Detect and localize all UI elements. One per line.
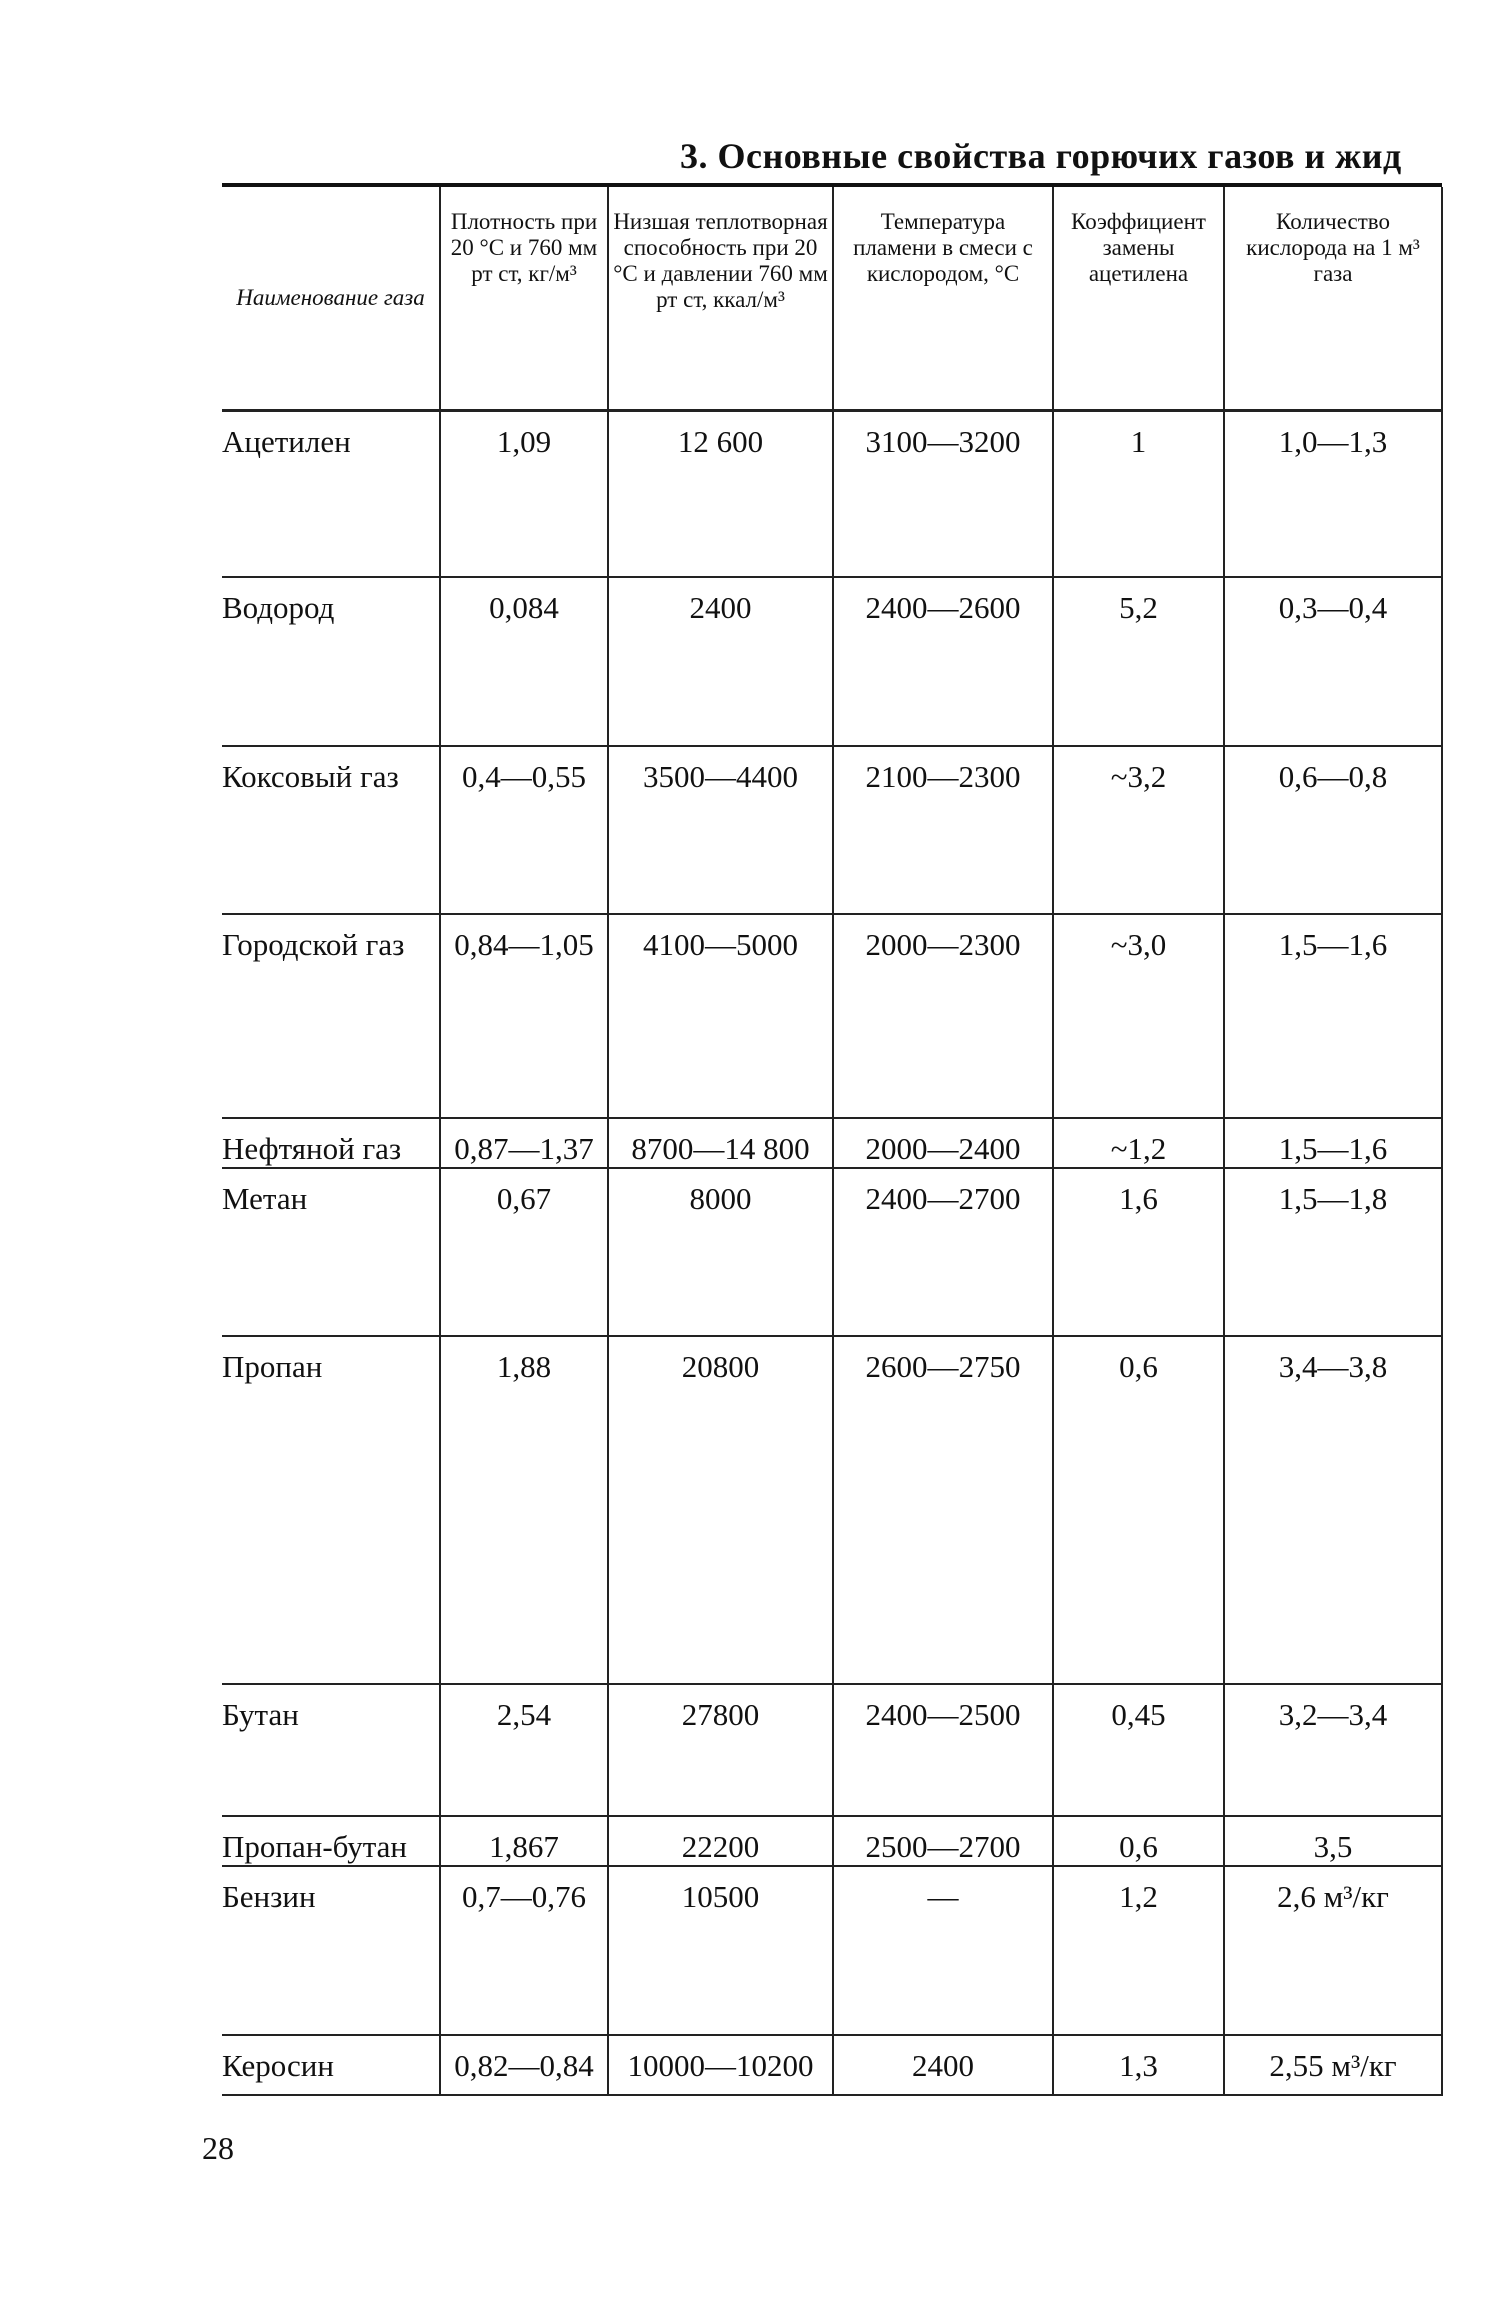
cell-name: Коксовый газ [222, 746, 440, 915]
cell-oxygen: 3,4—3,8 [1223, 1336, 1443, 1685]
header-oxygen: Количество кислорода на 1 м³ газа [1223, 187, 1443, 412]
top-rule [222, 183, 1442, 187]
cell-coef: 1,2 [1052, 1866, 1224, 2036]
cell-coef: 1,3 [1052, 2035, 1224, 2096]
cell-oxygen: 3,2—3,4 [1223, 1684, 1443, 1817]
cell-density: 0,4—0,55 [439, 746, 608, 915]
table-row: Бензин 0,7—0,76 10500—1,2 2,6 м³/кг [222, 1866, 1443, 2036]
cell-oxygen: 2,6 м³/кг [1223, 1866, 1443, 2036]
header-density: Плотность при 20 °C и 760 мм рт ст, кг/м… [439, 187, 608, 412]
cell-heat: 2400 [607, 577, 833, 747]
cell-heat: 3500—4400 [607, 746, 833, 915]
table-row: Пропан 1,88 20800 2600—2750 0,6 3,4—3,8 [222, 1336, 1443, 1685]
cell-heat: 27800 [607, 1684, 833, 1817]
table-row: Пропан-бутан 1,867 22200 2500—2700 0,6 3,5 [222, 1816, 1443, 1867]
cell-oxygen: 1,5—1,6 [1223, 914, 1443, 1119]
cell-density: 0,84—1,05 [439, 914, 608, 1119]
cell-density: 0,87—1,37 [439, 1118, 608, 1169]
cell-oxygen: 2,55 м³/кг [1223, 2035, 1443, 2096]
cell-density: 2,54 [439, 1684, 608, 1817]
cell-density: 1,867 [439, 1816, 608, 1867]
cell-density: 0,82—0,84 [439, 2035, 608, 2096]
cell-name: Пропан [222, 1336, 440, 1685]
cell-name: Бутан [222, 1684, 440, 1817]
page-number: 28 [202, 2130, 234, 2166]
header-row: Наименование газа Плотность при 20 °C и … [222, 187, 1443, 412]
cell-oxygen: 1,0—1,3 [1223, 410, 1443, 578]
cell-coef: 0,6 [1052, 1336, 1224, 1685]
cell-name: Керосин [222, 2035, 440, 2096]
table-row: Бутан 2,54 27800 2400—2500 0,45 3,2—3,4 [222, 1684, 1443, 1817]
cell-density: 0,7—0,76 [439, 1866, 608, 2036]
cell-temp: — [832, 1866, 1053, 2036]
table-row: Ацетилен 1,09 12 600 3100—3200 1 1,0—1,3 [222, 410, 1443, 578]
cell-temp: 2000—2300 [832, 914, 1053, 1119]
cell-heat: 10000—10200 [607, 2035, 833, 2096]
cell-coef: ~3,0 [1052, 914, 1224, 1119]
cell-coef: 1 [1052, 410, 1224, 578]
cell-heat: 20800 [607, 1336, 833, 1685]
cell-temp: 2100—2300 [832, 746, 1053, 915]
cell-temp: 2500—2700 [832, 1816, 1053, 1867]
cell-temp: 2400—2600 [832, 577, 1053, 747]
cell-heat: 4100—5000 [607, 914, 833, 1119]
cell-name: Нефтяной газ [222, 1118, 440, 1169]
cell-temp: 2400 [832, 2035, 1053, 2096]
cell-temp: 2000—2400 [832, 1118, 1053, 1169]
cell-heat: 10500 [607, 1866, 833, 2036]
table-row: Метан 0,67 8000 2400—2700 1,6 1,5—1,8 [222, 1168, 1443, 1337]
header-coefficient: Коэффициент замены ацетилена [1052, 187, 1224, 412]
cell-oxygen: 0,3—0,4 [1223, 577, 1443, 747]
table-row: Коксовый газ 0,4—0,55 3500—4400 2100—2300 ~3… [222, 746, 1443, 915]
cell-heat: 12 600 [607, 410, 833, 578]
cell-name: Водород [222, 577, 440, 747]
cell-density: 1,88 [439, 1336, 608, 1685]
cell-coef: ~3,2 [1052, 746, 1224, 915]
cell-oxygen: 3,5 [1223, 1816, 1443, 1867]
cell-temp: 2400—2700 [832, 1168, 1053, 1337]
cell-coef: 0,45 [1052, 1684, 1224, 1817]
cell-temp: 3100—3200 [832, 410, 1053, 578]
header-temperature: Температура пламени в смеси с кислородом… [832, 187, 1053, 412]
cell-density: 0,67 [439, 1168, 608, 1337]
table-row: Городской газ 0,84—1,05 4100—5000 2000—2300… [222, 914, 1443, 1119]
cell-name: Пропан-бутан [222, 1816, 440, 1867]
cell-name: Бензин [222, 1866, 440, 2036]
cell-oxygen: 0,6—0,8 [1223, 746, 1443, 915]
cell-temp: 2400—2500 [832, 1684, 1053, 1817]
cell-temp: 2600—2750 [832, 1336, 1053, 1685]
cell-coef: 5,2 [1052, 577, 1224, 747]
cell-name: Ацетилен [222, 410, 440, 578]
cell-density: 1,09 [439, 410, 608, 578]
cell-coef: 1,6 [1052, 1168, 1224, 1337]
cell-name: Городской газ [222, 914, 440, 1119]
table-row: Нефтяной газ 0,87—1,37 8700—14 800 2000—240… [222, 1118, 1443, 1169]
cell-coef: 0,6 [1052, 1816, 1224, 1867]
cell-oxygen: 1,5—1,6 [1223, 1118, 1443, 1169]
cell-coef: ~1,2 [1052, 1118, 1224, 1169]
gas-properties-table: Наименование газа Плотность при 20 °C и … [222, 187, 1443, 2096]
cell-heat: 8700—14 800 [607, 1118, 833, 1169]
header-name: Наименование газа [222, 187, 440, 412]
cell-oxygen: 1,5—1,8 [1223, 1168, 1443, 1337]
table-row: Керосин 0,82—0,84 10000—10200 2400 1,3 2,55 м… [222, 2035, 1443, 2096]
cell-heat: 22200 [607, 1816, 833, 1867]
header-heat: Низшая теплотворная способность при 20 °… [607, 187, 833, 412]
cell-heat: 8000 [607, 1168, 833, 1337]
cell-density: 0,084 [439, 577, 608, 747]
table-row: Водород 0,084 2400 2400—2600 5,2 0,3—0,4 [222, 577, 1443, 747]
section-title: 3. Основные свойства горючих газов и жид [680, 136, 1402, 176]
cell-name: Метан [222, 1168, 440, 1337]
